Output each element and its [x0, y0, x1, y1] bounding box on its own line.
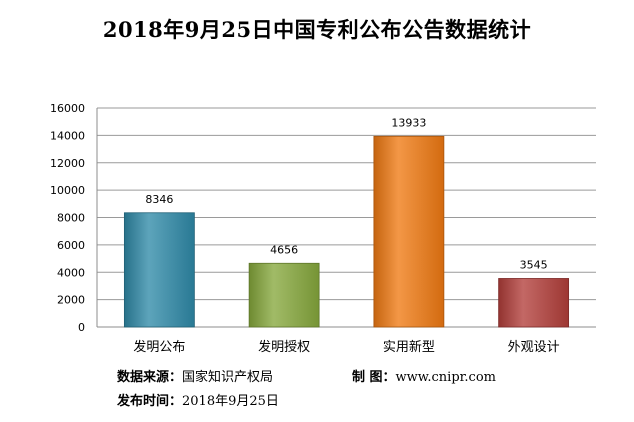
data-label: 8346	[145, 193, 173, 206]
chart-title: 2018年9月25日中国专利公布公告数据统计	[102, 17, 532, 42]
y-tick-label: 4000	[57, 266, 85, 279]
data-label: 3545	[520, 258, 548, 271]
data-label: 13933	[391, 116, 426, 129]
date-label: 发布时间：	[117, 394, 183, 409]
bar-1	[248, 262, 320, 328]
source-value: 国家知识产权局	[182, 370, 274, 385]
date-value: 2018年9月25日	[182, 394, 279, 409]
y-tick-label: 0	[78, 321, 85, 334]
x-axis-ticks: 发明公布 发明授权 实用新型 外观设计	[133, 339, 559, 355]
footer-maker: 制 图：www.cnipr.com	[352, 366, 496, 385]
x-tick-label: 实用新型	[383, 339, 435, 355]
source-label: 数据来源：	[117, 370, 183, 385]
x-tick-label: 发明授权	[258, 339, 310, 355]
data-label: 4656	[270, 243, 298, 256]
data-labels: 8346 4656 13933 3545	[145, 116, 547, 271]
y-tick-label: 6000	[57, 239, 85, 252]
footer-source: 数据来源：国家知识产权局	[117, 366, 273, 385]
y-tick-label: 12000	[50, 157, 85, 170]
y-tick-label: 2000	[57, 294, 85, 307]
y-tick-label: 10000	[50, 184, 85, 197]
bar-3	[498, 278, 570, 328]
y-axis-ticks: 0 2000 4000 6000 8000 10000 12000 14000 16000	[50, 102, 85, 334]
x-tick-label: 发明公布	[133, 339, 185, 355]
maker-label: 制 图：	[352, 370, 396, 385]
y-tick-label: 14000	[50, 129, 85, 142]
y-tick-label: 8000	[57, 212, 85, 225]
y-tick-label: 16000	[50, 102, 85, 115]
bar-2	[373, 135, 445, 328]
x-tick-label: 外观设计	[508, 340, 560, 355]
bars	[123, 135, 570, 328]
footer-date: 发布时间：2018年9月25日	[117, 390, 279, 409]
maker-value: www.cnipr.com	[395, 370, 496, 385]
bar-0	[123, 212, 195, 328]
